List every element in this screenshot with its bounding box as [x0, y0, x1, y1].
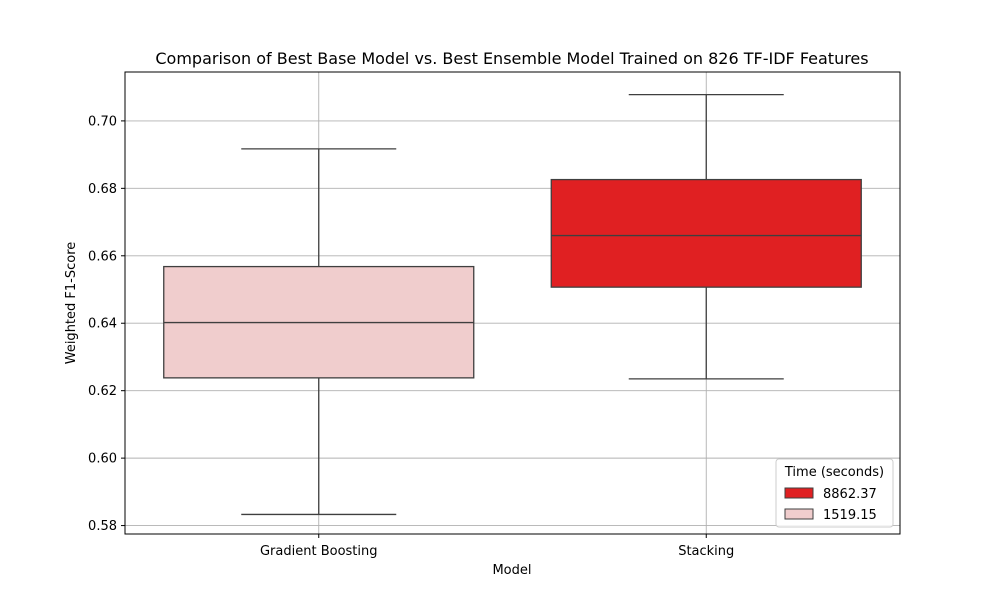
- y-tick-label: 0.68: [88, 182, 117, 197]
- y-tick-label: 0.60: [88, 452, 117, 467]
- x-axis-label: Model: [492, 563, 531, 578]
- x-tick-label: Stacking: [678, 544, 734, 559]
- y-axis-label: Weighted F1-Score: [64, 242, 79, 365]
- y-tick-label: 0.66: [88, 249, 117, 264]
- y-tick-label: 0.62: [88, 384, 117, 399]
- x-tick-label: Gradient Boosting: [260, 544, 378, 559]
- legend-swatch: [784, 508, 814, 520]
- legend: Time (seconds) 8862.37 1519.15: [775, 458, 894, 528]
- plot-frame: [124, 71, 901, 535]
- chart-title: Comparison of Best Base Model vs. Best E…: [155, 49, 868, 68]
- legend-swatch: [784, 487, 814, 499]
- box-group: [163, 148, 475, 516]
- legend-label: 8862.37: [823, 487, 877, 502]
- y-tick-label: 0.64: [88, 317, 117, 332]
- y-tick-label: 0.70: [88, 114, 117, 129]
- legend-label: 1519.15: [823, 508, 877, 523]
- legend-title: Time (seconds): [784, 465, 884, 480]
- y-tick-label: 0.58: [88, 519, 117, 534]
- box-group: [550, 93, 862, 380]
- box-iqr: [550, 178, 862, 288]
